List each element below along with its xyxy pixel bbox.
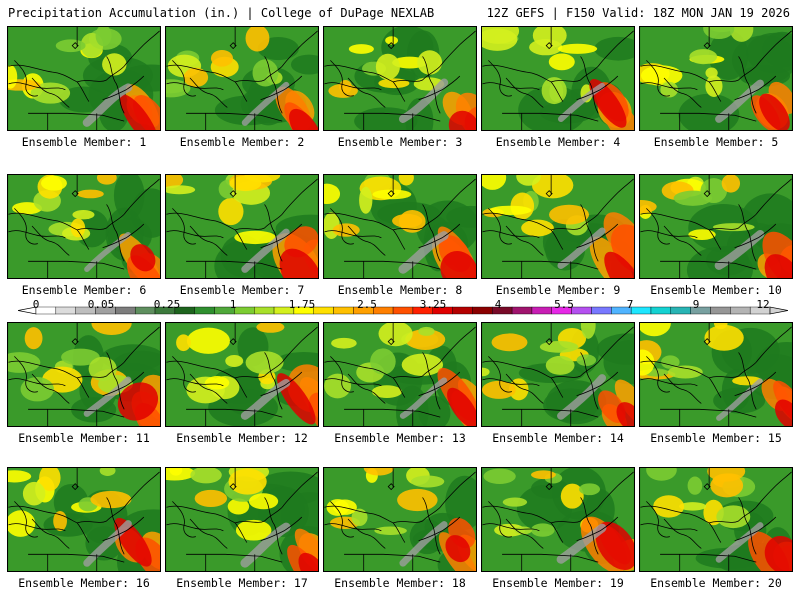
colorbar-tick-label: 4 (494, 298, 502, 311)
member-label: Ensemble Member: 2 (179, 135, 305, 149)
member-label: Ensemble Member: 11 (18, 431, 150, 445)
colorbar-swatch (313, 306, 334, 315)
ensemble-member-panel (323, 174, 477, 279)
member-label: Ensemble Member: 13 (334, 431, 466, 445)
colorbar-tick-label: 9 (692, 298, 700, 311)
member-label: Ensemble Member: 16 (18, 576, 150, 590)
precip-map (640, 175, 792, 278)
colorbar-swatch (571, 306, 592, 315)
ensemble-member-panel (323, 322, 477, 427)
colorbar-swatch (630, 306, 652, 315)
colorbar-swatch (333, 306, 354, 315)
member-label: Ensemble Member: 5 (653, 135, 779, 149)
ensemble-member-panel (639, 322, 793, 427)
member-label: Ensemble Member: 10 (650, 283, 782, 297)
member-label: Ensemble Member: 6 (21, 283, 147, 297)
precip-map (482, 468, 634, 571)
colorbar-tick-label: 0.05 (87, 298, 115, 311)
precip-map (166, 323, 318, 426)
member-label: Ensemble Member: 12 (176, 431, 308, 445)
precip-map (166, 468, 318, 571)
member-label: Ensemble Member: 9 (495, 283, 621, 297)
ensemble-member-panel (7, 467, 161, 572)
member-label: Ensemble Member: 4 (495, 135, 621, 149)
colorbar-swatch (591, 306, 612, 315)
colorbar-tick-label: 2.5 (357, 298, 377, 311)
colorbar-tick-label: 1 (229, 298, 237, 311)
precip-map (482, 323, 634, 426)
colorbar (18, 306, 788, 315)
ensemble-member-panel (639, 174, 793, 279)
ensemble-member-panel (7, 322, 161, 427)
ensemble-member-panel (481, 322, 635, 427)
colorbar-swatch (452, 306, 473, 315)
precip-map (324, 323, 476, 426)
member-label: Ensemble Member: 17 (176, 576, 308, 590)
precip-map (8, 468, 160, 571)
member-label: Ensemble Member: 7 (179, 283, 305, 297)
precip-map (8, 175, 160, 278)
ensemble-member-panel (323, 26, 477, 131)
colorbar-swatch (710, 306, 731, 315)
colorbar-swatch (392, 306, 414, 315)
colorbar-swatch (194, 306, 215, 315)
precip-map (166, 27, 318, 130)
colorbar-swatch (234, 306, 255, 315)
precip-map (640, 27, 792, 130)
colorbar-tick-label: 12 (756, 298, 770, 311)
precip-map (324, 27, 476, 130)
precip-map (640, 468, 792, 571)
precip-map (324, 175, 476, 278)
precip-map (8, 27, 160, 130)
ensemble-member-panel (165, 174, 319, 279)
ensemble-member-panel (639, 467, 793, 572)
ensemble-member-panel (165, 26, 319, 131)
member-label: Ensemble Member: 20 (650, 576, 782, 590)
member-label: Ensemble Member: 15 (650, 431, 782, 445)
colorbar-swatch (254, 306, 275, 315)
precip-map (482, 27, 634, 130)
colorbar-right-arrow (769, 306, 788, 315)
ensemble-member-panel (323, 467, 477, 572)
colorbar-swatch (531, 306, 552, 315)
colorbar-swatch (730, 306, 751, 315)
colorbar-swatch (511, 306, 533, 315)
ensemble-member-panel (165, 322, 319, 427)
colorbar-swatch (55, 306, 76, 315)
colorbar-tick-label: 3.25 (419, 298, 447, 311)
title-left: Precipitation Accumulation (in.) | Colle… (8, 6, 435, 20)
colorbar-tick-label: 7 (626, 298, 634, 311)
member-label: Ensemble Member: 14 (492, 431, 624, 445)
colorbar-tick-label: 5.5 (554, 298, 574, 311)
title-right: 12Z GEFS | F150 Valid: 18Z MON JAN 19 20… (486, 6, 790, 20)
precip-map (482, 175, 634, 278)
colorbar-swatch (650, 306, 672, 315)
precip-map (8, 323, 160, 426)
ensemble-member-panel (165, 467, 319, 572)
precip-map (324, 468, 476, 571)
ensemble-member-panel (7, 26, 161, 131)
ensemble-member-panel (481, 26, 635, 131)
ensemble-member-panel (639, 26, 793, 131)
colorbar-swatch (472, 306, 493, 315)
colorbar-swatch (134, 306, 156, 315)
colorbar-swatch (670, 306, 691, 315)
member-label: Ensemble Member: 8 (337, 283, 463, 297)
member-label: Ensemble Member: 18 (334, 576, 466, 590)
member-label: Ensemble Member: 1 (21, 135, 147, 149)
colorbar-tick-label: 0 (32, 298, 40, 311)
precip-map (640, 323, 792, 426)
ensemble-member-panel (7, 174, 161, 279)
ensemble-member-panel (481, 174, 635, 279)
colorbar-swatch (115, 306, 136, 315)
colorbar-tick-label: 0.25 (153, 298, 181, 311)
colorbar-tick-label: 1.75 (288, 298, 316, 311)
member-label: Ensemble Member: 19 (492, 576, 624, 590)
member-label: Ensemble Member: 3 (337, 135, 463, 149)
ensemble-member-panel (481, 467, 635, 572)
precip-map (166, 175, 318, 278)
